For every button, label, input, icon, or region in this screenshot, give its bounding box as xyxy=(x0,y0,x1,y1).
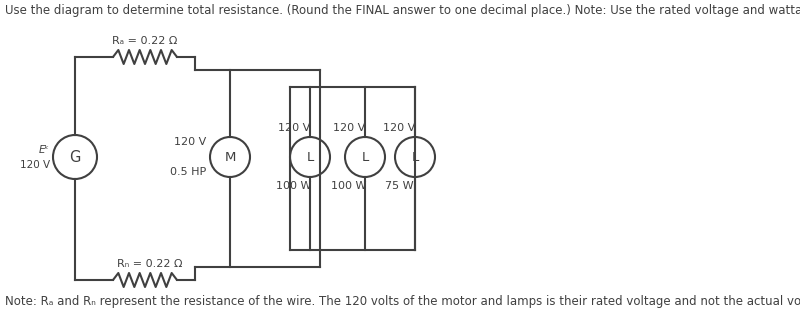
Text: L: L xyxy=(362,150,369,164)
Text: L: L xyxy=(306,150,314,164)
Text: Note: Rₐ and Rₙ represent the resistance of the wire. The 120 volts of the motor: Note: Rₐ and Rₙ represent the resistance… xyxy=(5,295,800,308)
Text: Eᵏ: Eᵏ xyxy=(39,145,50,155)
Text: G: G xyxy=(70,149,81,165)
Text: 100 W: 100 W xyxy=(276,181,312,191)
Text: 120 V: 120 V xyxy=(278,123,310,133)
Text: Rₐ = 0.22 Ω: Rₐ = 0.22 Ω xyxy=(112,36,178,46)
Text: Use the diagram to determine total resistance. (Round the FINAL answer to one de: Use the diagram to determine total resis… xyxy=(5,4,800,17)
Text: 120 V: 120 V xyxy=(333,123,365,133)
Text: 120 V: 120 V xyxy=(383,123,415,133)
Text: 0.5 HP: 0.5 HP xyxy=(170,167,206,177)
Text: M: M xyxy=(224,150,236,164)
Text: 120 V: 120 V xyxy=(20,160,50,170)
Text: L: L xyxy=(411,150,418,164)
Text: Rₙ = 0.22 Ω: Rₙ = 0.22 Ω xyxy=(118,259,182,269)
Text: 120 V: 120 V xyxy=(174,137,206,147)
Text: 75 W: 75 W xyxy=(385,181,414,191)
Text: 100 W: 100 W xyxy=(331,181,366,191)
